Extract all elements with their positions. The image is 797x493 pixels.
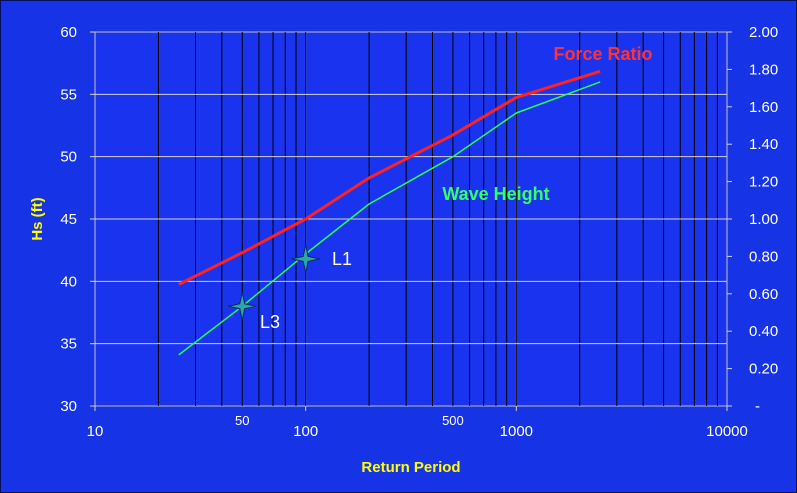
y-tick-label: 55 bbox=[60, 86, 77, 103]
markers-group bbox=[228, 244, 320, 321]
y2-tick-label: 1.20 bbox=[749, 174, 778, 191]
star-marker-l1 bbox=[291, 244, 320, 274]
y-tick-label: 35 bbox=[60, 336, 77, 353]
x-tick-label: 1000 bbox=[500, 423, 533, 440]
x-tick-label: 100 bbox=[293, 423, 318, 440]
y2-tick-label: - bbox=[755, 398, 760, 415]
y2-tick-label: 0.80 bbox=[749, 248, 778, 265]
y2-tick-label: 1.00 bbox=[749, 211, 778, 228]
axes: 30 35 40 45 50 55 60 - 0.20 0.40 0.60 0.80 1.00 1.20 1… bbox=[60, 24, 778, 440]
x-axis-title: Return Period bbox=[361, 459, 460, 476]
x-minor-tick-label: 500 bbox=[442, 413, 464, 428]
grid-lines bbox=[95, 32, 727, 406]
x-tick-label: 10 bbox=[87, 423, 104, 440]
x-minor-tick-label: 50 bbox=[235, 413, 249, 428]
annotation-l1: L1 bbox=[332, 249, 352, 269]
y-tick-label: 50 bbox=[60, 149, 77, 166]
y2-tick-label: 1.80 bbox=[749, 61, 778, 78]
annotation-force-ratio: Force Ratio bbox=[553, 44, 652, 64]
y-tick-label: 30 bbox=[60, 398, 77, 415]
y-tick-label: 45 bbox=[60, 211, 77, 228]
y-tick-label: 40 bbox=[60, 273, 77, 290]
star-marker-l3 bbox=[228, 292, 257, 321]
y-axis-title: Hs (ft) bbox=[29, 197, 46, 240]
y2-tick-label: 0.60 bbox=[749, 286, 778, 303]
y2-tick-label: 2.00 bbox=[749, 24, 778, 41]
y-tick-label: 60 bbox=[60, 24, 77, 41]
y2-tick-label: 1.60 bbox=[749, 99, 778, 116]
annotation-l3: L3 bbox=[260, 312, 280, 332]
y2-tick-label: 1.40 bbox=[749, 136, 778, 153]
annotation-wave-height: Wave Height bbox=[442, 184, 549, 204]
x-tick-label: 10000 bbox=[706, 423, 748, 440]
y2-tick-label: 0.40 bbox=[749, 323, 778, 340]
series-force-ratio bbox=[178, 69, 601, 286]
y2-tick-label: 0.20 bbox=[749, 361, 778, 378]
